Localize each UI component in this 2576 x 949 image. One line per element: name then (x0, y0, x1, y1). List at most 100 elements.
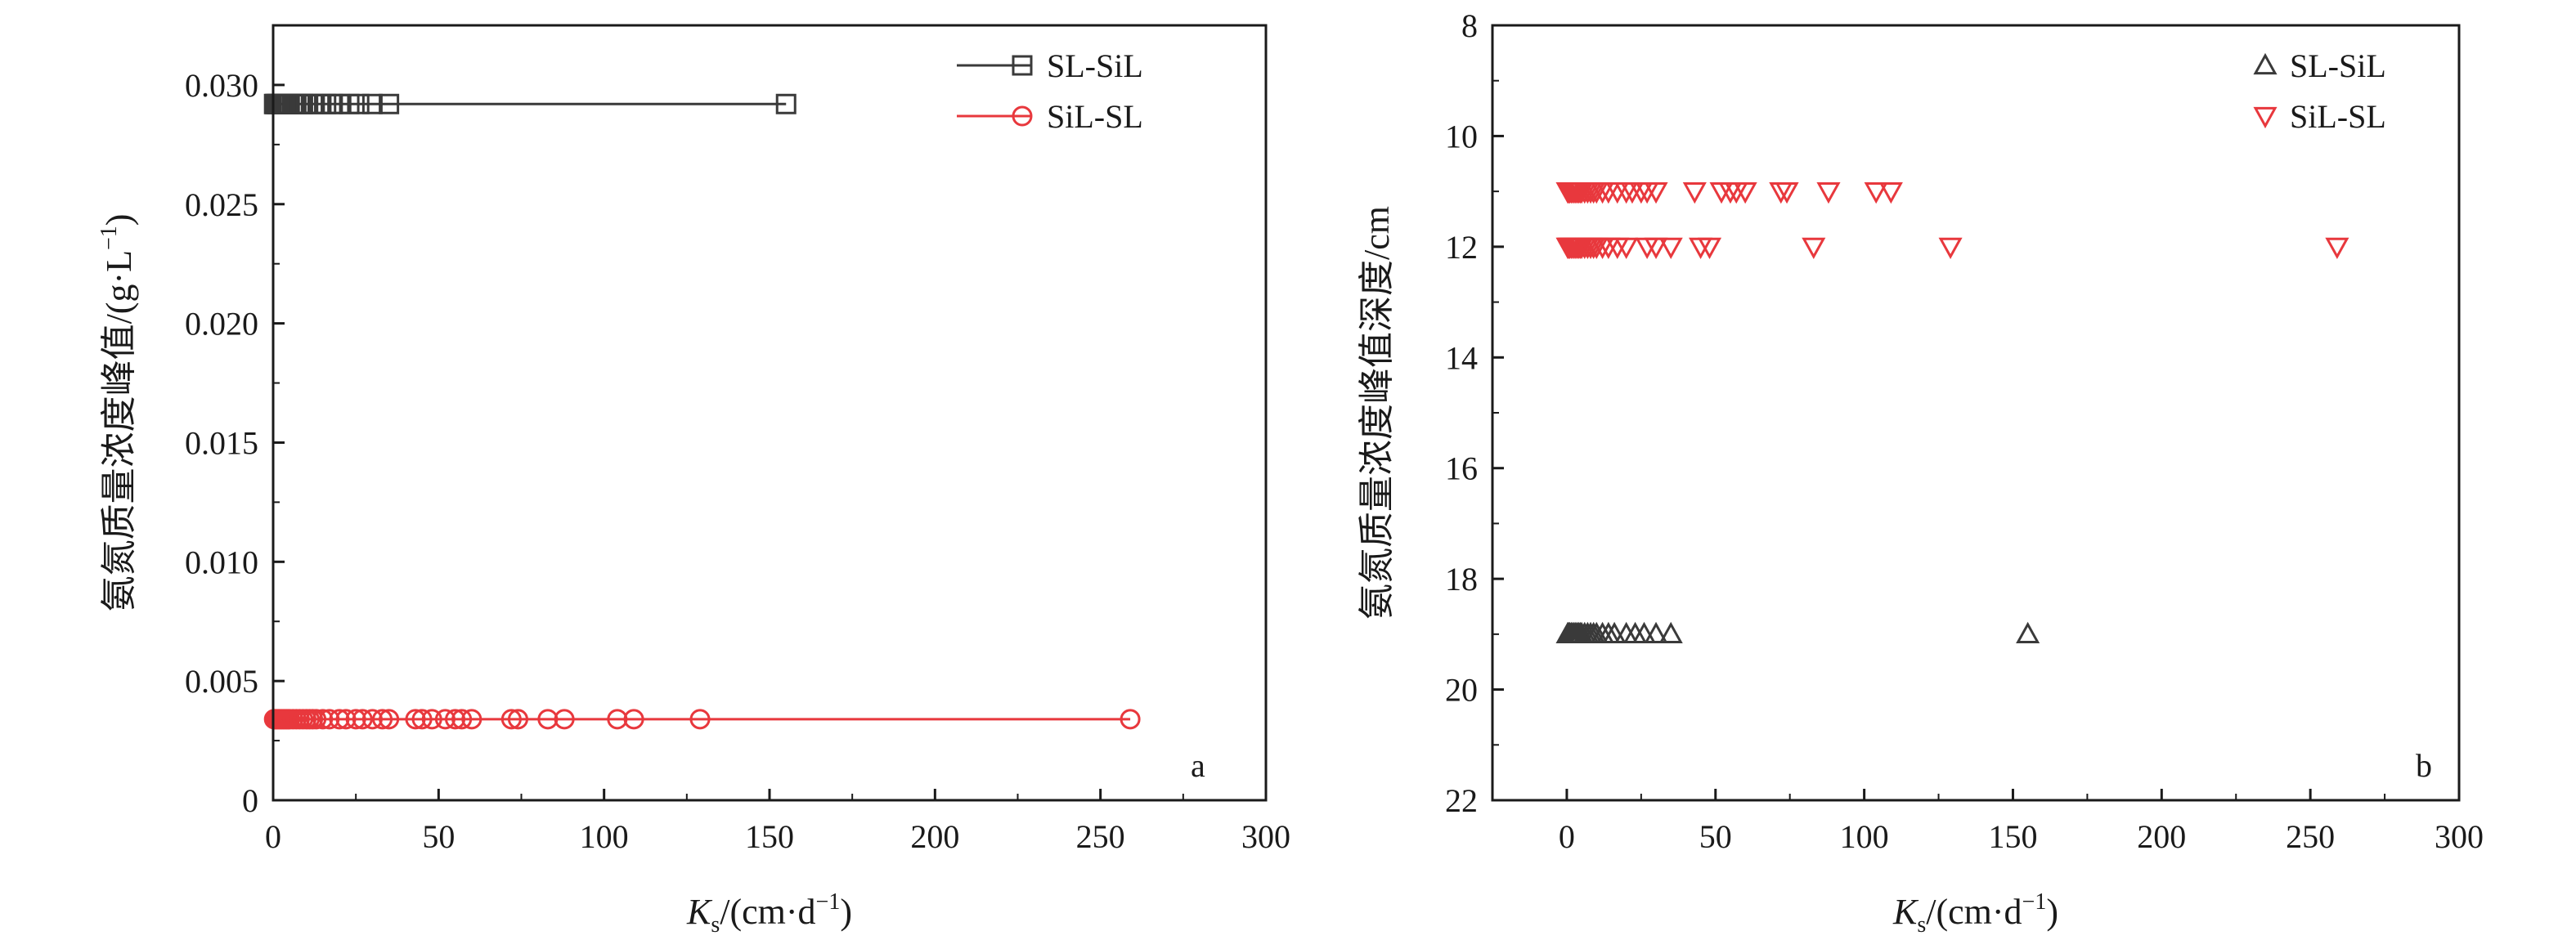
panel-a-point-sil-sl (411, 709, 433, 730)
panel-a-ticks: 0 50 100 150 200 250 300 0 0.005 0.010 0.015 0.020 0… (185, 67, 1290, 855)
panel-b-y-tick-label: 14 (1445, 339, 1478, 376)
panel-b-legend-label-sl-sil: SL-SiL (2290, 47, 2386, 84)
panel-a-legend: SL-SiL SiL-SL (957, 47, 1143, 135)
panel-b-x-axis-title: Ks/(cm·d−1) (1892, 889, 2058, 938)
panel-a-x-axis-title: Ks/(cm·d−1) (686, 889, 852, 938)
panel-a-x-tick-label: 150 (745, 818, 794, 855)
panel-a-y-tick-label: 0.005 (185, 663, 258, 700)
panel-a-point-sl-sil (348, 93, 370, 114)
panel-b-y-tick-label: 18 (1445, 561, 1478, 598)
panel-a-y-tick-label: 0.025 (185, 186, 258, 223)
panel-b-point-sil-sl (1644, 237, 1668, 259)
panel-a-point-sil-sl (329, 709, 350, 730)
panel-b-point-sil-sl (1775, 182, 1799, 204)
panel-b-x-tick-label: 100 (1840, 818, 1889, 855)
panel-a-plot-frame (272, 24, 1268, 802)
panel-a-point-sl-sil (361, 93, 383, 114)
panel-a-point-sil-sl (461, 709, 482, 730)
panel-a-y-axis-main: 氨氮质量浓度峰值/(g·L (99, 250, 139, 611)
panel-b-point-sil-sl (1644, 182, 1668, 204)
panel-b-point-sl-sil (2016, 621, 2040, 643)
panel-a-x-axis-close: ) (840, 892, 852, 932)
panel-a-point-sil-sl (379, 709, 400, 730)
panel-a-x-axis-unit: /(cm·d (720, 892, 815, 932)
panel-b-y-axis-title: 氨氮质量浓度峰值深度/cm (1357, 206, 1397, 620)
panel-a-y-tick-label: 0.010 (185, 544, 258, 580)
panel-b-y-tick-label: 8 (1461, 7, 1478, 44)
panel-a-y-axis-close: ) (99, 214, 139, 226)
panel-a-y-axis-exponent: −1 (96, 226, 122, 250)
panel-b-legend: SL-SiL SiL-SL (2253, 47, 2386, 135)
panel-a-x-tick-label: 250 (1076, 818, 1125, 855)
panel-b-x-tick-label: 0 (1559, 818, 1575, 855)
panel-a-point-sil-sl (1120, 709, 1141, 730)
panel-a-point-sil-sl (537, 709, 559, 730)
panel-a-y-tick-label: 0.020 (185, 306, 258, 342)
panel-b-ticks: 0 50 100 150 200 250 300 8 10 12 14 16 18 20 22 (1445, 7, 2484, 855)
panel-b-x-axis-close: ) (2046, 892, 2058, 932)
panel-a-point-sil-sl (451, 709, 473, 730)
panel-b-y-tick-label: 10 (1445, 118, 1478, 154)
panel-a-point-sl-sil (379, 93, 400, 114)
panel-a-y-tick-label: 0.030 (185, 67, 258, 104)
panel-a-x-axis-subscript: s (711, 912, 720, 938)
panel-b-point-sil-sl (1878, 182, 1903, 204)
panel-a-y-tick-label: 0.015 (185, 424, 258, 461)
panel-b-point-sil-sl (1938, 237, 1963, 259)
panel-b-x-axis-exponent: −1 (2022, 889, 2047, 915)
panel-b-x-tick-label: 200 (2137, 818, 2186, 855)
panel-a-point-sil-sl (345, 709, 366, 730)
panel-b-y-tick-label: 16 (1445, 450, 1478, 487)
panel-b-point-sl-sil (1602, 621, 1627, 643)
panel-a-chart: 0 50 100 150 200 250 300 0 0.005 0.010 0.015 0.020 0… (96, 24, 1290, 938)
panel-b-point-sl-sil (1644, 621, 1668, 643)
panel-a-point-sil-sl (361, 709, 383, 730)
panel-a-x-tick-label: 200 (910, 818, 959, 855)
panel-a-point-sil-sl (405, 709, 426, 730)
panel-a-point-sil-sl (689, 709, 711, 730)
panel-a-x-tick-label: 300 (1241, 818, 1290, 855)
panel-a-point-sil-sl (306, 709, 327, 730)
panel-b-x-tick-label: 250 (2286, 818, 2335, 855)
panel-b-y-tick-label: 22 (1445, 782, 1478, 819)
panel-a-legend-label-sl-sil: SL-SiL (1047, 47, 1143, 84)
panel-a-point-sil-sl (352, 709, 373, 730)
panel-b-point-sil-sl (1614, 237, 1639, 259)
panel-b-legend-marker-sl-sil (2253, 52, 2278, 75)
panel-a-y-axis-title: 氨氮质量浓度峰值/(g·L−1) (96, 214, 139, 612)
panel-a-x-axis-symbol: K (686, 892, 713, 932)
panel-b-chart: 0 50 100 150 200 250 300 8 10 12 14 16 18 20 22 SL-SiL… (1357, 7, 2484, 938)
panel-b-x-axis-symbol: K (1892, 892, 1919, 932)
panel-a-point-sil-sl (372, 709, 393, 730)
panel-b-legend-marker-sil-sl (2253, 106, 2278, 129)
panel-a-x-tick-label: 100 (580, 818, 629, 855)
panel-b-point-sl-sil (1658, 621, 1683, 643)
panel-b-series (1555, 182, 2349, 643)
panel-b-point-sil-sl (1682, 182, 1707, 204)
panel-a-x-axis-exponent: −1 (816, 889, 841, 915)
panel-b-point-sil-sl (1802, 237, 1826, 259)
panel-a-legend-label-sil-sl: SiL-SL (1047, 98, 1143, 135)
panel-a-x-tick-label: 50 (422, 818, 455, 855)
panel-a-point-sil-sl (500, 709, 522, 730)
panel-a-point-sil-sl (507, 709, 528, 730)
panel-b-point-sil-sl (1697, 237, 1722, 259)
panel-b-y-tick-label: 20 (1445, 672, 1478, 709)
panel-b-y-tick-label: 12 (1445, 229, 1478, 266)
panel-a-point-sil-sl (607, 709, 628, 730)
panel-a-point-sil-sl (319, 709, 340, 730)
panel-b-x-axis-unit: /(cm·d (1926, 892, 2022, 932)
panel-a-letter: a (1191, 747, 1205, 784)
panel-a-legend-marker-sil-sl (1012, 105, 1033, 127)
panel-a-point-sil-sl (421, 709, 442, 730)
panel-b-point-sil-sl (1658, 237, 1683, 259)
panel-a-point-sil-sl (312, 709, 334, 730)
panel-a-point-sl-sil (775, 93, 797, 114)
panel-b-point-sil-sl (1816, 182, 1841, 204)
panel-a-point-sil-sl (554, 709, 575, 730)
panel-b-point-sil-sl (2325, 237, 2349, 259)
panel-a-point-sil-sl (335, 709, 357, 730)
panel-b-x-tick-label: 50 (1699, 818, 1732, 855)
panel-a-legend-marker-sl-sil (1012, 55, 1033, 76)
